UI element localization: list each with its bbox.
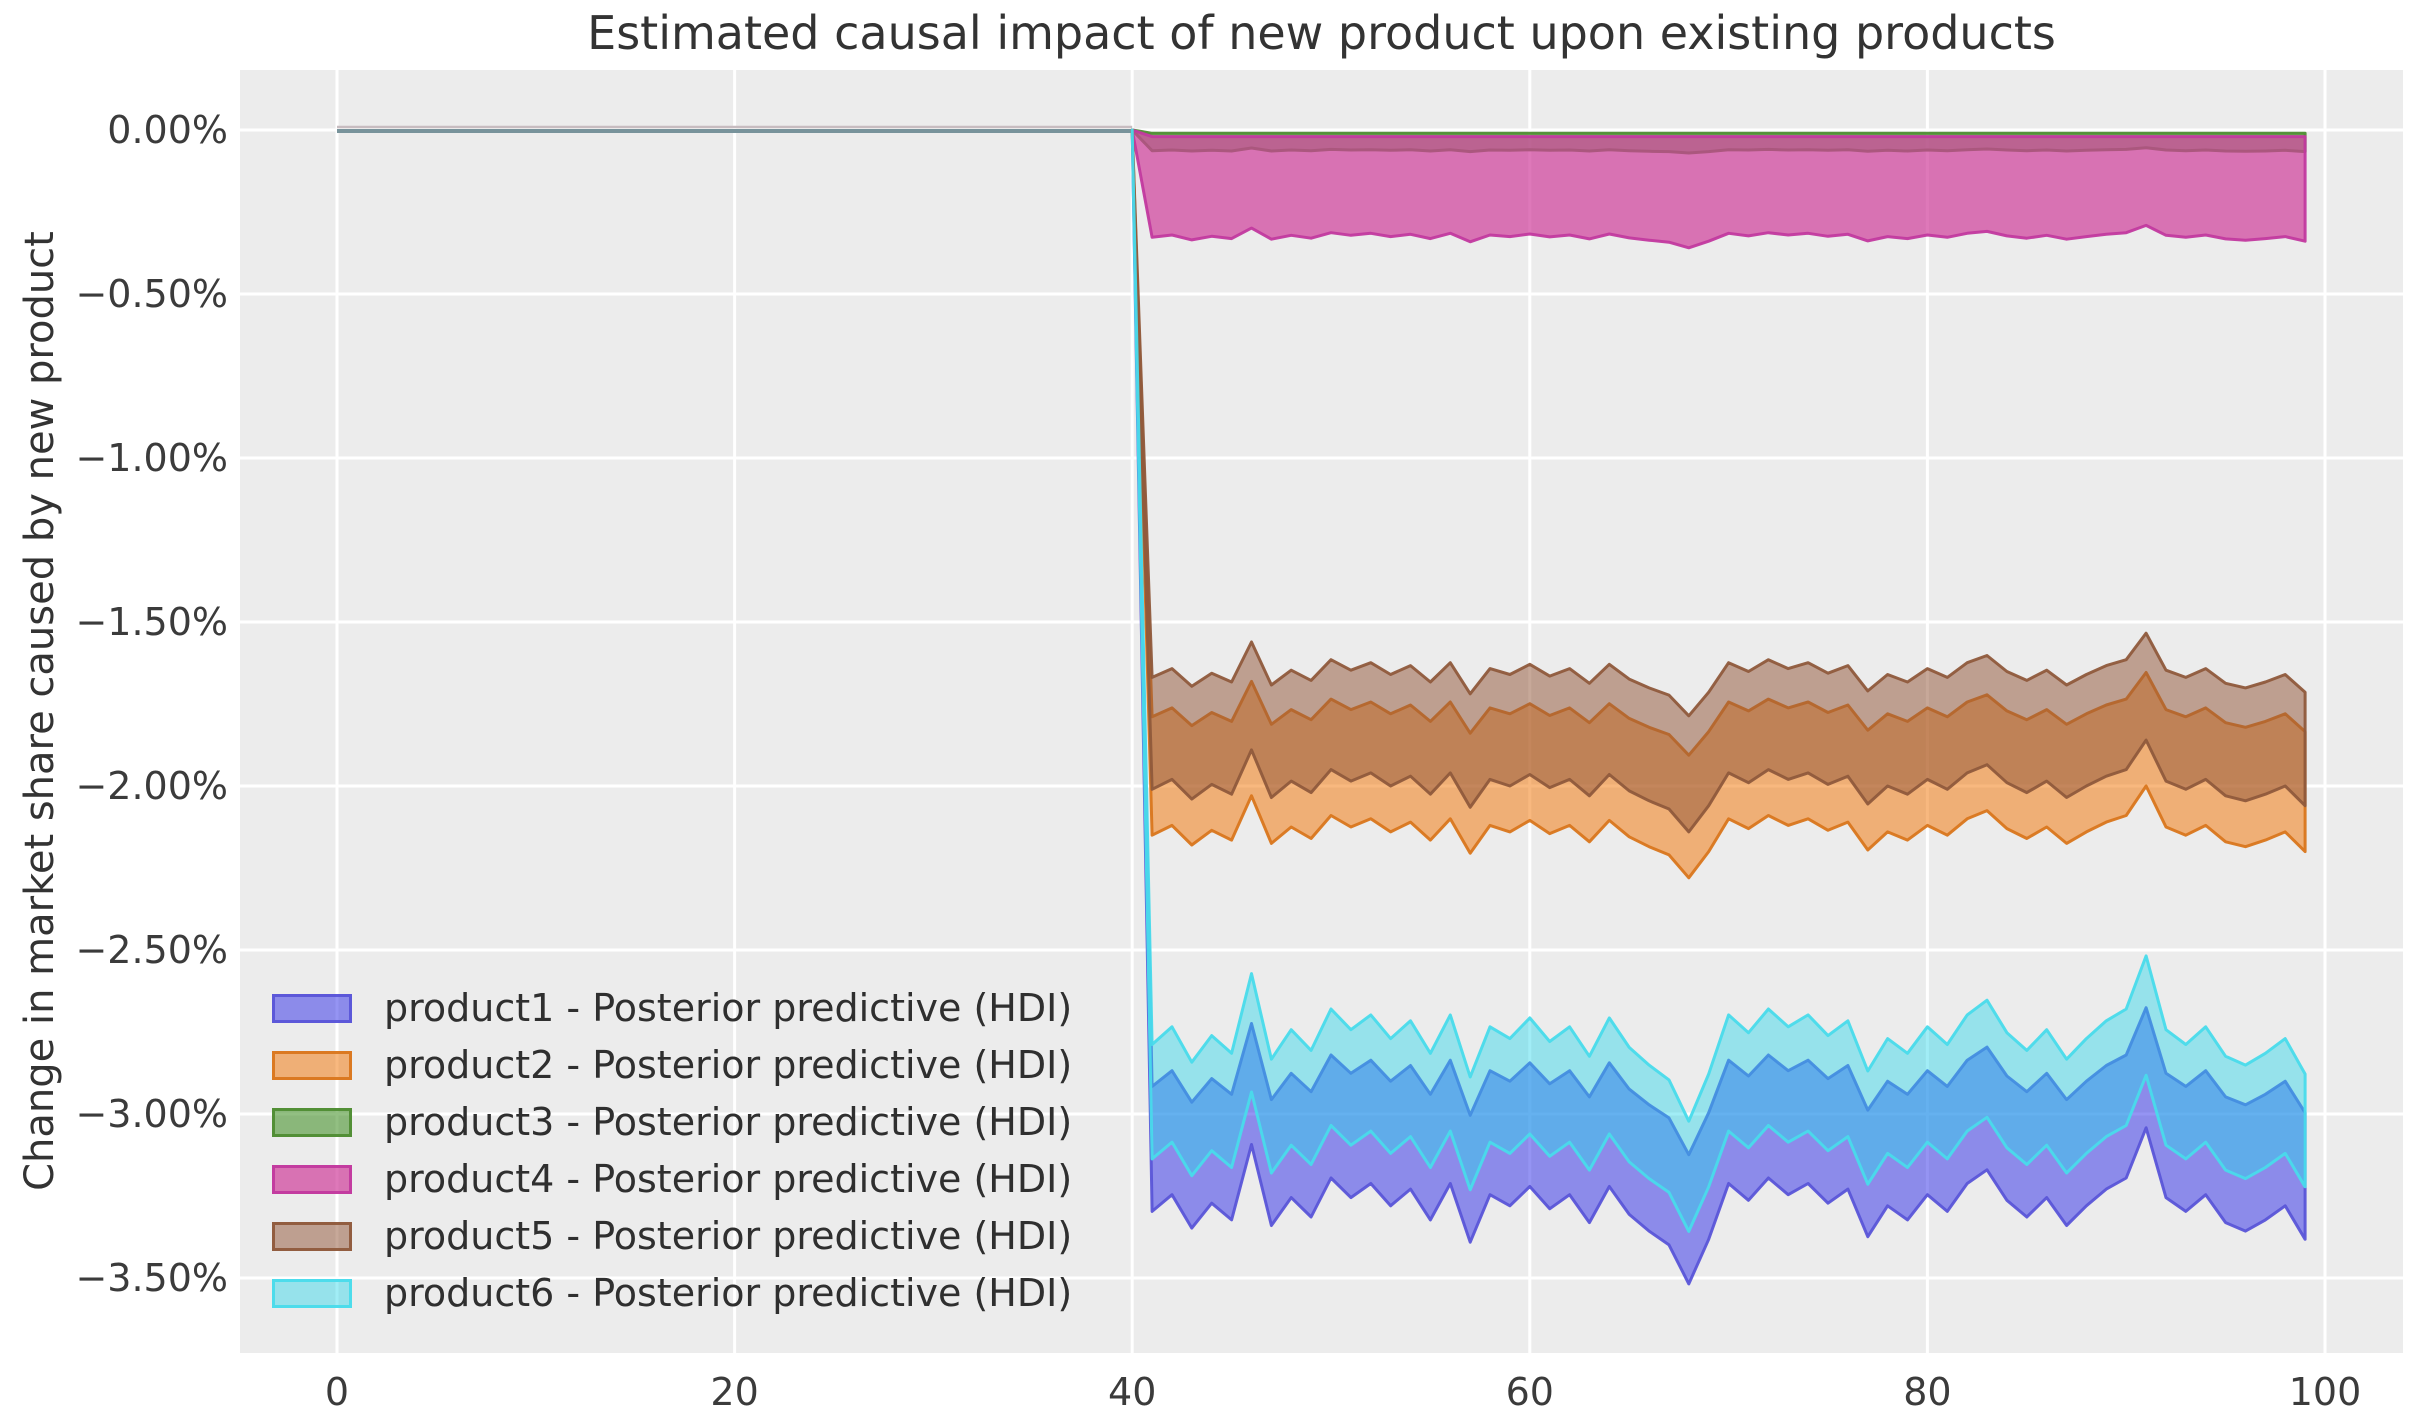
y-tick-label: −3.50% (75, 1256, 228, 1300)
y-tick-label: −0.50% (75, 272, 228, 316)
x-tick-label: 60 (1506, 1370, 1554, 1414)
y-tick-label: −2.00% (75, 764, 228, 808)
y-tick-label: −1.50% (75, 600, 228, 644)
legend-label-product4: product4 - Posterior predictive (HDI) (384, 1157, 1073, 1201)
legend-swatch-product4 (272, 1165, 352, 1194)
legend-label-product5: product5 - Posterior predictive (HDI) (384, 1214, 1073, 1258)
hdi-band-product6 (1130, 128, 2307, 1233)
legend-item-product2: product2 - Posterior predictive (HDI) (272, 1043, 1073, 1087)
legend-swatch-product2 (272, 1051, 352, 1080)
legend-item-product5: product5 - Posterior predictive (HDI) (272, 1214, 1073, 1258)
y-tick-label: −1.00% (75, 436, 228, 480)
legend-label-product2: product2 - Posterior predictive (HDI) (384, 1043, 1073, 1087)
legend-swatch-product1 (272, 994, 352, 1023)
legend-item-product6: product6 - Posterior predictive (HDI) (272, 1271, 1073, 1315)
legend-swatch-product6 (272, 1279, 352, 1308)
y-tick-label: −2.50% (75, 928, 228, 972)
legend-swatch-product3 (272, 1108, 352, 1137)
legend-label-product1: product1 - Posterior predictive (HDI) (384, 986, 1073, 1030)
legend-item-product1: product1 - Posterior predictive (HDI) (272, 986, 1073, 1030)
y-axis-label: Change in market share caused by new pro… (17, 231, 63, 1191)
x-tick-label: 20 (710, 1370, 758, 1414)
legend-label-product3: product3 - Posterior predictive (HDI) (384, 1100, 1073, 1144)
legend-item-product3: product3 - Posterior predictive (HDI) (272, 1100, 1073, 1144)
chart-title: Estimated causal impact of new product u… (587, 6, 2056, 60)
y-tick-label: 0.00% (107, 108, 228, 152)
legend-item-product4: product4 - Posterior predictive (HDI) (272, 1157, 1073, 1201)
x-tick-label: 80 (1903, 1370, 1951, 1414)
x-tick-label: 0 (325, 1370, 349, 1414)
hdi-band-product4 (1130, 128, 2307, 250)
x-tick-label: 40 (1108, 1370, 1156, 1414)
legend: product1 - Posterior predictive (HDI) pro… (272, 986, 1073, 1336)
legend-label-product6: product6 - Posterior predictive (HDI) (384, 1271, 1073, 1315)
hdi-band-product5 (1130, 128, 2307, 834)
x-tick-label: 100 (2289, 1370, 2362, 1414)
y-tick-label: −3.00% (75, 1092, 228, 1136)
legend-swatch-product5 (272, 1222, 352, 1251)
